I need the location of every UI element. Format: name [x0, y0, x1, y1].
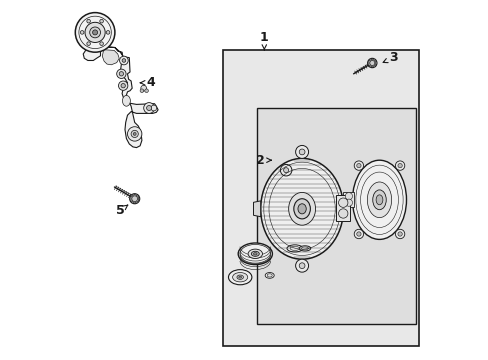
- Circle shape: [345, 193, 352, 200]
- Polygon shape: [343, 192, 354, 207]
- Circle shape: [120, 56, 128, 65]
- Circle shape: [395, 161, 404, 170]
- Circle shape: [131, 130, 138, 138]
- Circle shape: [118, 81, 127, 90]
- Circle shape: [345, 199, 352, 206]
- Circle shape: [395, 229, 404, 239]
- Circle shape: [133, 132, 136, 135]
- Circle shape: [143, 103, 154, 113]
- Ellipse shape: [366, 182, 391, 217]
- Bar: [223, 50, 418, 346]
- Circle shape: [397, 232, 402, 236]
- Circle shape: [295, 259, 308, 272]
- Text: 2: 2: [256, 154, 271, 167]
- Ellipse shape: [238, 243, 272, 265]
- Ellipse shape: [232, 273, 247, 282]
- Circle shape: [75, 13, 115, 52]
- Bar: [257, 108, 415, 324]
- Circle shape: [100, 19, 103, 23]
- Circle shape: [397, 163, 402, 168]
- Ellipse shape: [299, 246, 310, 251]
- Circle shape: [80, 31, 84, 34]
- Polygon shape: [368, 59, 375, 67]
- Ellipse shape: [286, 245, 302, 252]
- Polygon shape: [335, 195, 350, 221]
- Ellipse shape: [253, 253, 257, 255]
- Ellipse shape: [288, 193, 315, 225]
- Polygon shape: [131, 194, 138, 203]
- Circle shape: [140, 89, 143, 93]
- Circle shape: [369, 60, 374, 66]
- Ellipse shape: [375, 195, 382, 205]
- Circle shape: [92, 30, 98, 35]
- Circle shape: [132, 196, 137, 202]
- Ellipse shape: [293, 199, 310, 219]
- Text: 5: 5: [116, 204, 127, 217]
- Circle shape: [129, 194, 140, 204]
- Ellipse shape: [352, 160, 406, 239]
- Ellipse shape: [297, 204, 305, 214]
- Text: 4: 4: [140, 76, 155, 89]
- Circle shape: [338, 209, 347, 218]
- Polygon shape: [83, 43, 158, 148]
- Circle shape: [106, 31, 110, 34]
- Circle shape: [356, 163, 360, 168]
- Polygon shape: [253, 201, 260, 217]
- Circle shape: [117, 69, 126, 78]
- Circle shape: [144, 89, 148, 93]
- Circle shape: [89, 27, 101, 38]
- Circle shape: [338, 198, 347, 207]
- Circle shape: [295, 145, 308, 158]
- Circle shape: [87, 42, 90, 45]
- Circle shape: [146, 105, 151, 111]
- Ellipse shape: [237, 275, 243, 279]
- Text: 3: 3: [383, 51, 397, 64]
- Circle shape: [87, 19, 90, 23]
- Ellipse shape: [301, 247, 308, 250]
- Circle shape: [299, 263, 305, 269]
- Circle shape: [353, 229, 363, 239]
- Ellipse shape: [247, 249, 262, 258]
- Ellipse shape: [238, 276, 241, 278]
- Circle shape: [280, 165, 291, 176]
- Circle shape: [283, 168, 288, 173]
- Ellipse shape: [260, 158, 343, 259]
- Ellipse shape: [289, 247, 299, 251]
- Ellipse shape: [228, 270, 251, 285]
- Ellipse shape: [251, 251, 259, 256]
- Ellipse shape: [372, 190, 386, 210]
- Circle shape: [141, 85, 146, 91]
- Ellipse shape: [264, 273, 274, 278]
- Circle shape: [356, 232, 360, 236]
- Circle shape: [151, 105, 156, 111]
- Text: 1: 1: [260, 31, 268, 50]
- Polygon shape: [102, 50, 119, 65]
- Circle shape: [85, 22, 105, 42]
- Circle shape: [100, 42, 103, 45]
- Circle shape: [367, 58, 376, 68]
- Circle shape: [127, 127, 142, 141]
- Circle shape: [119, 72, 123, 76]
- Circle shape: [299, 149, 305, 155]
- Ellipse shape: [122, 95, 130, 106]
- Circle shape: [122, 59, 125, 62]
- Ellipse shape: [266, 274, 272, 277]
- Circle shape: [353, 161, 363, 170]
- Circle shape: [121, 84, 125, 88]
